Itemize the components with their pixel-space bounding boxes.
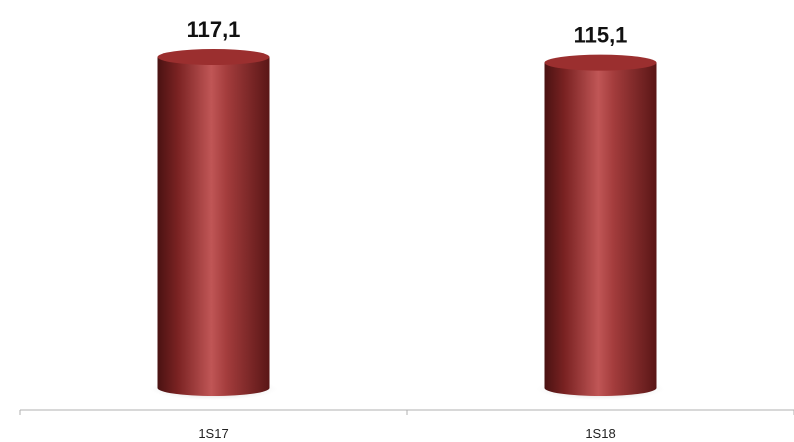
bar-body (544, 62, 657, 396)
bar-top-cap (544, 54, 657, 71)
data-label: 115,1 (574, 23, 628, 48)
x-tick-label: 1S18 (585, 426, 615, 441)
data-label: 117,1 (187, 17, 241, 42)
bar-body (157, 57, 270, 396)
bar-1S18 (536, 54, 665, 400)
bar-1S17 (149, 49, 278, 400)
bar-top-cap (157, 49, 270, 65)
x-tick-label: 1S17 (198, 426, 228, 441)
